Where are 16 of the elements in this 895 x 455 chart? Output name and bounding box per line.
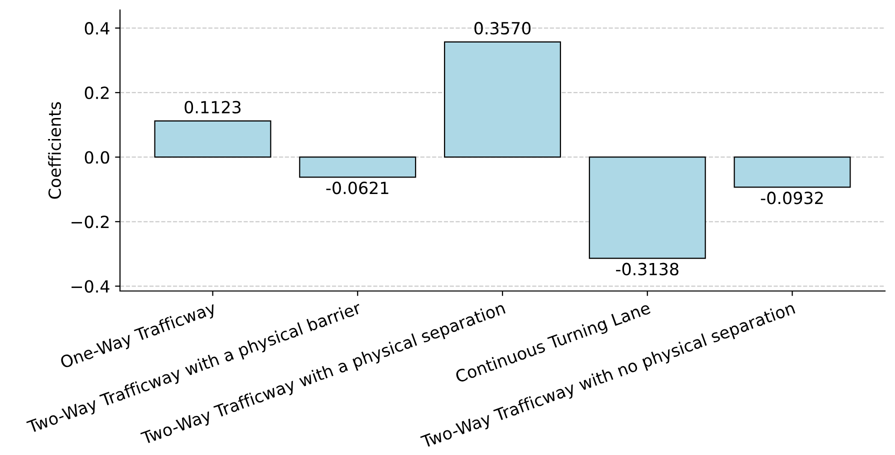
data-label: -0.3138 (616, 262, 678, 276)
y-tick-label: 0.2 (84, 86, 109, 100)
y-tick-label: 0.4 (84, 22, 110, 35)
y-axis-title: Coefficients (48, 102, 62, 199)
y-tick-label: 0.0 (84, 151, 110, 164)
y-tick-label: −0.2 (72, 216, 109, 228)
bar (734, 156, 851, 188)
bar (588, 156, 706, 259)
data-label: 0.1123 (184, 100, 241, 114)
bar (154, 120, 272, 158)
data-label: -0.0932 (760, 192, 823, 204)
y-tick-label: −0.4 (72, 280, 110, 293)
bar (444, 41, 562, 158)
bar (299, 156, 416, 178)
data-label: -0.0621 (326, 182, 388, 194)
data-label: 0.3570 (474, 22, 531, 35)
